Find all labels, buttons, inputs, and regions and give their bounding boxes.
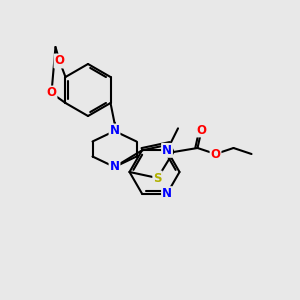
Text: N: N bbox=[110, 124, 119, 137]
Text: O: O bbox=[46, 86, 56, 100]
Text: N: N bbox=[162, 187, 172, 200]
Text: O: O bbox=[55, 55, 64, 68]
Text: O: O bbox=[211, 148, 220, 160]
Text: N: N bbox=[162, 144, 172, 157]
Text: N: N bbox=[110, 160, 119, 173]
Text: O: O bbox=[196, 124, 206, 136]
Text: S: S bbox=[153, 172, 162, 184]
